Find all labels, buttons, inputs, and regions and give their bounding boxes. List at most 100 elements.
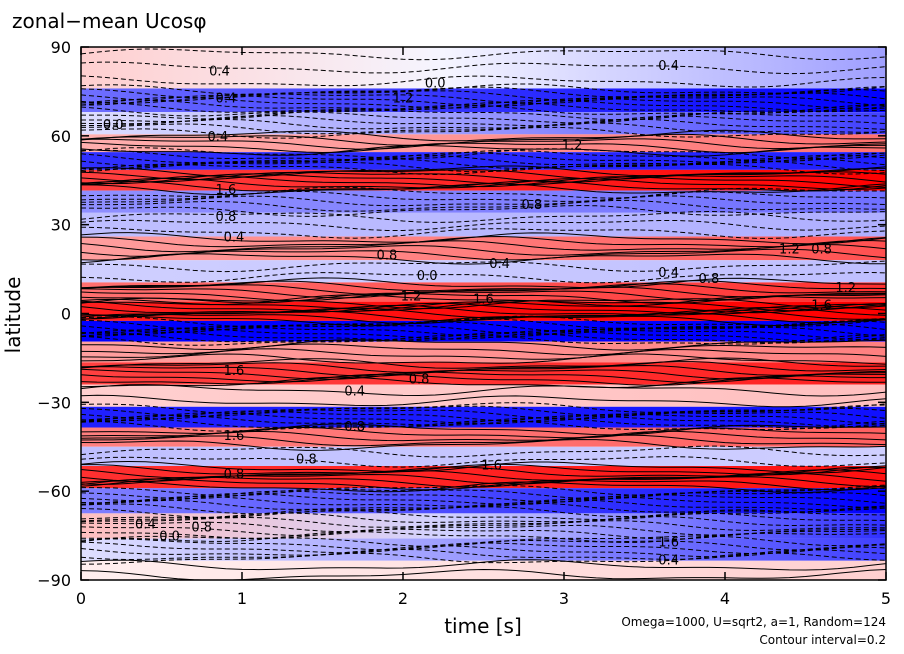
contour-line — [81, 280, 886, 292]
contour-label: 0.4 — [489, 257, 510, 272]
contour-line — [81, 430, 886, 442]
contour-line — [81, 253, 886, 265]
contour-line — [81, 404, 886, 418]
contour-line — [81, 520, 886, 533]
contour-line — [81, 472, 886, 485]
contour-label: 1.2 — [401, 290, 422, 305]
contour-label: 1.6 — [224, 429, 245, 444]
contour-line — [81, 364, 886, 377]
contour-line — [81, 320, 886, 333]
contour-line — [81, 438, 886, 451]
contour-line — [81, 512, 886, 523]
contour-label: 0.0 — [103, 118, 124, 133]
y-tick-label: 30 — [51, 216, 71, 235]
contour-line — [81, 484, 886, 497]
contour-line — [81, 545, 886, 558]
contour-line — [81, 118, 886, 130]
contour-line — [81, 434, 886, 447]
contour-label: 1.6 — [811, 299, 832, 314]
contour-label: 1.2 — [393, 91, 414, 106]
contour-label: 1.2 — [779, 242, 800, 257]
y-tick-label: −90 — [37, 571, 71, 590]
color-band — [81, 488, 886, 514]
contour-line — [81, 476, 886, 488]
contour-labels: 0.4 0.0 0.4 0.4 1.2 0.0 0.4 1.2 1.6 0.8 0.8 0.4 0.8 0… — [103, 59, 856, 569]
contour-line — [81, 371, 886, 384]
contour-label: 1.2 — [562, 139, 583, 154]
contour-line — [81, 502, 886, 515]
x-tick-label: 0 — [76, 589, 86, 608]
contour-line — [81, 111, 886, 124]
contour-line — [81, 394, 886, 408]
contour-line — [81, 129, 886, 142]
contour-line — [81, 152, 886, 164]
contour-line — [81, 516, 886, 528]
contour-line — [81, 101, 886, 114]
contour-line — [81, 126, 886, 139]
contour-line — [81, 190, 886, 202]
contour-label: 0.8 — [699, 272, 720, 287]
contour-line — [81, 499, 886, 511]
contour-line — [81, 419, 886, 432]
contour-label: 1.6 — [224, 364, 245, 379]
contour-line — [81, 331, 886, 344]
color-band — [81, 446, 886, 466]
contour-line — [81, 248, 886, 261]
contour-line — [81, 309, 886, 322]
contour-line — [81, 508, 886, 521]
contour-line — [81, 326, 886, 338]
contour-label: 0.0 — [417, 269, 438, 284]
contour-label: 0.8 — [296, 453, 317, 468]
x-tick-label: 4 — [720, 589, 730, 608]
contour-line — [81, 154, 886, 167]
y-tick-label: 90 — [51, 38, 71, 57]
contour-line — [81, 75, 886, 88]
contour-line — [81, 144, 886, 157]
contour-line — [81, 115, 886, 127]
contour-line — [81, 353, 886, 365]
contour-label: 0.8 — [811, 242, 832, 257]
contour-line — [81, 108, 886, 121]
contour-label: 1.6 — [481, 459, 502, 474]
color-band — [81, 301, 886, 321]
contour-label: 0.4 — [209, 65, 230, 80]
contour-line — [81, 104, 886, 117]
params-note: Omega=1000, U=sqrt2, a=1, Random=124 — [621, 615, 886, 629]
contour-line — [81, 318, 886, 331]
contour-line — [81, 528, 886, 540]
contour-label: 0.4 — [658, 553, 679, 568]
contour-line — [81, 92, 886, 105]
contour-line — [81, 334, 886, 346]
x-tick-label: 2 — [398, 589, 408, 608]
contour-line — [81, 323, 886, 336]
contour-line — [81, 177, 886, 191]
contour-line — [81, 283, 886, 296]
contour-line — [81, 339, 886, 351]
contour-label: 0.4 — [344, 384, 365, 399]
contour-line — [81, 541, 886, 555]
contour-label: 0.4 — [216, 91, 237, 106]
y-tick-label: 0 — [61, 305, 71, 324]
contour-line — [81, 407, 886, 420]
contour-line — [81, 260, 886, 273]
contour-label: 0.8 — [521, 198, 542, 213]
contour-line — [81, 290, 886, 302]
contour-line — [81, 183, 886, 196]
contour-line — [81, 86, 886, 99]
color-band — [81, 362, 886, 385]
contour-line — [81, 456, 886, 468]
contour-label: 0.0 — [425, 77, 446, 92]
contour-line — [81, 235, 886, 248]
contour-label: 0.8 — [224, 467, 245, 482]
color-band — [81, 560, 886, 580]
x-tick-label: 1 — [237, 589, 247, 608]
contour-line — [81, 83, 886, 96]
contour-line — [81, 531, 886, 544]
contour-line — [81, 505, 886, 519]
contour-line — [81, 417, 886, 429]
contour-line — [81, 314, 886, 327]
contour-label: 0.4 — [224, 231, 245, 246]
contour-line — [81, 163, 886, 176]
contour-lines — [81, 48, 886, 580]
